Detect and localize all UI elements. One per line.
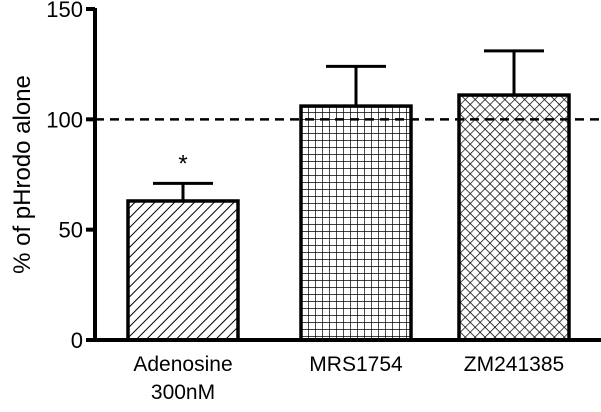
bar [457,93,571,342]
category-label: 300nM [151,381,215,404]
bars-layer [126,93,571,342]
y-tick-label: 50 [59,218,83,243]
y-tick-label: 0 [71,328,83,353]
bar [126,199,240,342]
axes [93,8,601,342]
y-tick-label: 150 [46,0,83,22]
category-label: Adenosine [133,353,232,376]
y-tick-label: 100 [46,107,83,132]
annotations-layer: * [178,150,187,177]
significance-marker: * [178,150,187,177]
category-label: ZM241385 [464,353,564,376]
bar [299,104,413,342]
category-labels: Adenosine 300nM MRS1754 ZM241385 [133,353,564,404]
category-label: MRS1754 [309,353,403,376]
error-bar [326,64,386,107]
error-bars-layer [153,49,544,201]
error-bar [153,181,213,201]
y-ticks: 0 50 100 150 [46,0,95,353]
error-bar [484,49,544,96]
y-axis-label: % of pHrodo alone [9,75,36,274]
